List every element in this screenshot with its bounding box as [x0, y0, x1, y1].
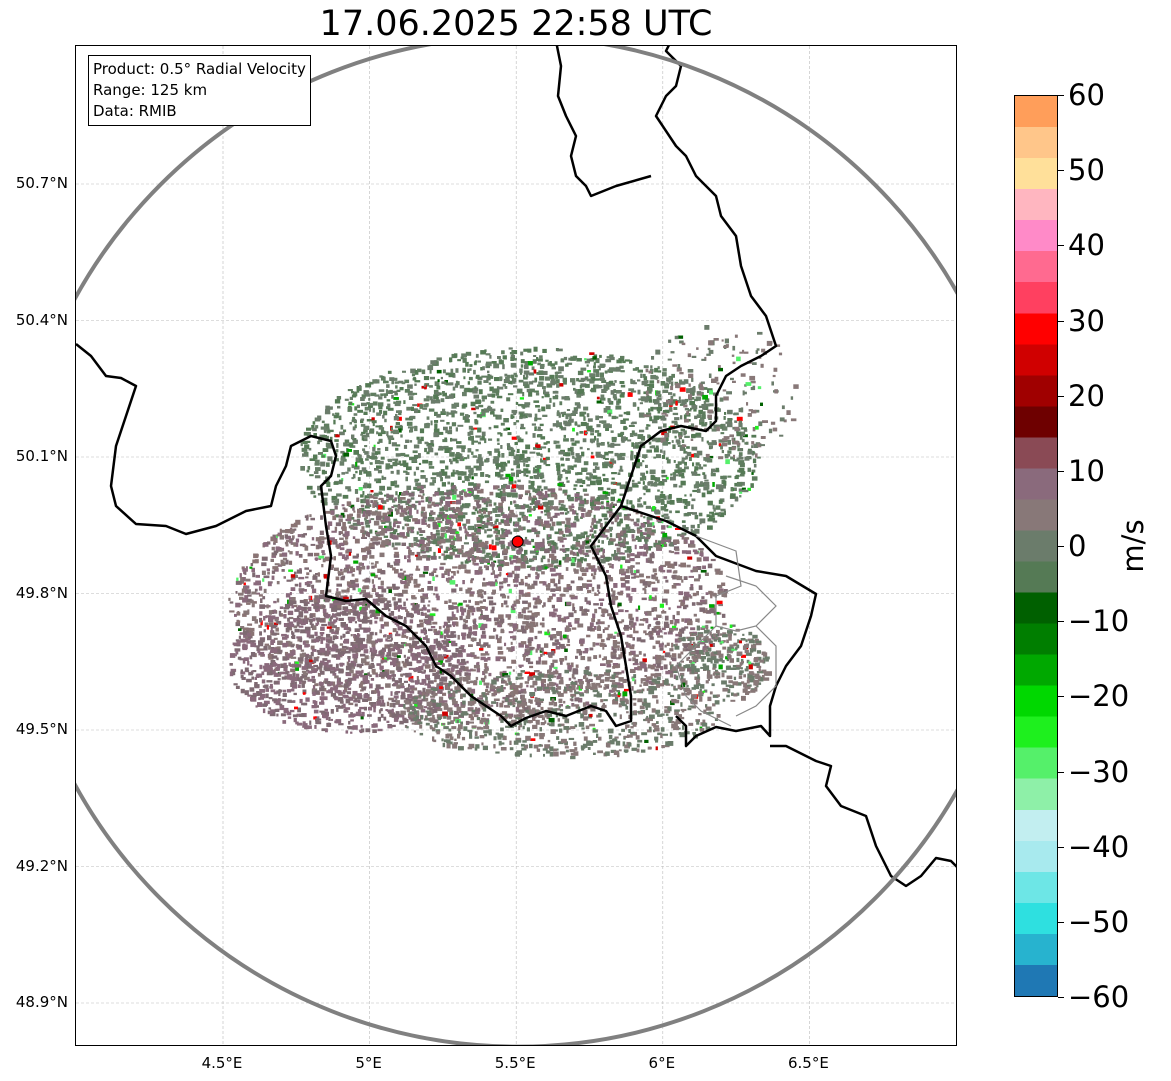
lat-tick-label: 49.5°N — [15, 720, 68, 738]
lon-tick-label: 4.5°E — [201, 1054, 243, 1072]
border-belgium-netherlands-germany — [76, 46, 778, 728]
border-luxembourg-france — [620, 504, 818, 748]
info-product: Product: 0.5° Radial Velocity — [93, 60, 306, 78]
colorbar-tick-mark — [1058, 921, 1064, 923]
colorbar-tick-mark — [1058, 546, 1064, 547]
colorbar-tick-label: 20 — [1068, 378, 1105, 413]
country-borders — [76, 46, 956, 888]
chart-title: 17.06.2025 22:58 UTC — [319, 4, 713, 44]
colorbar-tick-label: 60 — [1068, 78, 1105, 112]
colorbar-tick-label: −60 — [1068, 980, 1130, 1014]
colorbar-tick-mark — [1058, 470, 1064, 472]
lon-tick-label: 5°E — [355, 1054, 382, 1072]
radar-site-marker — [511, 535, 524, 548]
border-north — [555, 46, 652, 198]
colorbar-tick-label: 50 — [1068, 153, 1105, 188]
info-box: Product: 0.5° Radial Velocity Range: 125… — [88, 55, 311, 126]
info-data-source: Data: RMIB — [93, 102, 177, 120]
colorbar-tick-label: −50 — [1068, 904, 1130, 939]
colorbar-tick-mark — [1058, 95, 1064, 96]
colorbar-tick-mark — [1058, 696, 1064, 698]
colorbar-tick-mark — [1058, 245, 1064, 247]
colorbar-tick-mark — [1058, 170, 1064, 172]
lat-tick-label: 49.2°N — [15, 856, 68, 875]
lat-tick-label: 50.4°N — [15, 310, 68, 329]
colorbar-tick-mark — [1058, 395, 1064, 397]
colorbar-tick-mark — [1058, 320, 1064, 322]
colorbar-tick-label: 0 — [1068, 529, 1087, 563]
lat-tick-label: 48.9°N — [15, 993, 68, 1011]
lat-tick-label: 50.7°N — [15, 174, 68, 192]
luxembourg-cantons — [675, 535, 777, 727]
border-germany-france — [770, 744, 956, 888]
colorbar-tick-label: 10 — [1068, 453, 1105, 488]
colorbar-tick-label: 30 — [1068, 303, 1105, 338]
lon-tick-label: 6°E — [648, 1054, 676, 1072]
radar-echoes — [228, 325, 799, 760]
colorbar — [1014, 95, 1058, 997]
colorbar-label: m/s — [1116, 519, 1150, 573]
radar-map — [75, 45, 957, 1046]
colorbar-tick-label: −30 — [1068, 754, 1130, 789]
info-range: Range: 125 km — [93, 81, 208, 99]
colorbar-tick-label: −10 — [1068, 604, 1130, 639]
colorbar-tick-mark — [1058, 771, 1064, 773]
lat-tick-label: 49.8°N — [15, 583, 68, 602]
colorbar-tick-label: 40 — [1068, 228, 1105, 263]
colorbar-tick-mark — [1058, 621, 1064, 623]
map-canvas — [76, 46, 956, 1045]
lat-tick-label: 50.1°N — [15, 447, 68, 465]
colorbar-tick-label: −40 — [1068, 829, 1130, 864]
colorbar-tick-label: −20 — [1068, 679, 1130, 714]
colorbar-tick-mark — [1058, 846, 1064, 848]
colorbar-tick-mark — [1058, 997, 1064, 998]
lon-tick-label: 5.5°E — [494, 1054, 536, 1072]
lon-tick-label: 6.5°E — [787, 1054, 829, 1072]
